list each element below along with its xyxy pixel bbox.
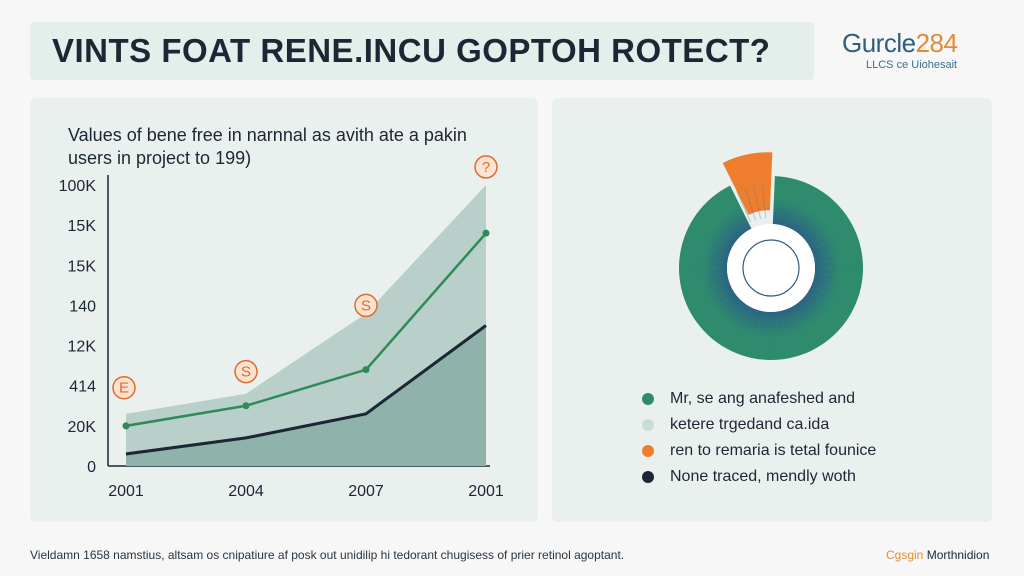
pie-slice-main (679, 176, 863, 360)
y-tick-label: 100K (59, 178, 97, 195)
y-tick-label: 414 (69, 379, 96, 396)
legend-item: None traced, mendly woth (642, 464, 982, 490)
legend-label: ketere trgedand ca.ida (670, 416, 830, 433)
series-middle-line (125, 232, 487, 428)
legend-item: ren to remaria is tetal founice (642, 438, 982, 464)
legend-label: None traced, mendly woth (670, 468, 856, 485)
donut-chart (679, 152, 863, 360)
x-tick-label: 2007 (348, 483, 384, 500)
legend-item: Mr, se ang anafeshed and (642, 386, 982, 412)
series-lower-line (125, 324, 487, 456)
brand-name: Gurcle284 (842, 28, 958, 58)
y-tick-label: 15K (68, 218, 97, 235)
y-tick-label: 0 (87, 459, 96, 476)
legend-label: ren to remaria is tetal founice (670, 442, 877, 459)
annotation-marker: ? (474, 155, 498, 179)
title-bar: VINTS FOAT RENE.INCU GOPTOH ROTECT? (30, 22, 814, 80)
legend-item: ketere trgedand ca.ida (642, 412, 982, 438)
y-tick-label: 20K (68, 419, 97, 436)
x-tick-label: 2001 (108, 483, 144, 500)
legend-swatch (642, 419, 654, 431)
page-title: VINTS FOAT RENE.INCU GOPTOH ROTECT? (52, 32, 771, 69)
chart-legend: Mr, se ang anafeshed and ketere trgedand … (642, 386, 982, 490)
data-point (242, 402, 250, 410)
svg-text:E: E (119, 380, 129, 397)
pie-slice-accent (722, 152, 773, 215)
area-chart: 0 20K 414 12K 140 15K 15K 100K 2001 2004 2007 2001 E… (59, 155, 504, 500)
legend-label: Mr, se ang anafeshed and (670, 390, 856, 407)
series-lower-area (126, 325, 486, 466)
legend-swatch (642, 471, 654, 483)
data-point (362, 366, 370, 374)
brand-number: 284 (915, 28, 958, 58)
data-point (482, 229, 490, 237)
footer-note: Vieldamn 1658 namstius, altsam os cnipat… (30, 548, 625, 562)
y-tick-label: 12K (68, 339, 97, 356)
footer-brand: Cgsgin Morthnidion (886, 548, 990, 562)
donut-hole (727, 224, 815, 312)
line-chart-panel: Values of bene free in narnnal as avith … (30, 98, 538, 522)
x-tick-label: 2004 (228, 483, 264, 500)
chart-title: Values of bene free in narnnal as avith … (68, 125, 467, 168)
svg-text:S: S (241, 364, 251, 381)
y-tick-label: 15K (68, 258, 97, 275)
data-point (122, 422, 130, 430)
pie-chart-panel: Mr, se ang anafeshed and ketere trgedand … (552, 98, 992, 522)
annotation-marker: S (234, 359, 258, 384)
legend-swatch (642, 445, 654, 457)
svg-text:?: ? (482, 159, 490, 176)
y-tick-label: 140 (69, 298, 96, 315)
annotation-marker: E (112, 375, 136, 400)
brand-subtitle: LLCS ce Uiohesait (866, 59, 958, 71)
brand-logo: Gurcle284 LLCS ce Uiohesait (842, 28, 992, 78)
svg-text:S: S (361, 297, 371, 314)
annotation-marker: S (354, 293, 378, 318)
x-tick-label: 2001 (468, 483, 504, 500)
donut-inner-ring (742, 239, 800, 297)
legend-swatch (642, 393, 654, 405)
